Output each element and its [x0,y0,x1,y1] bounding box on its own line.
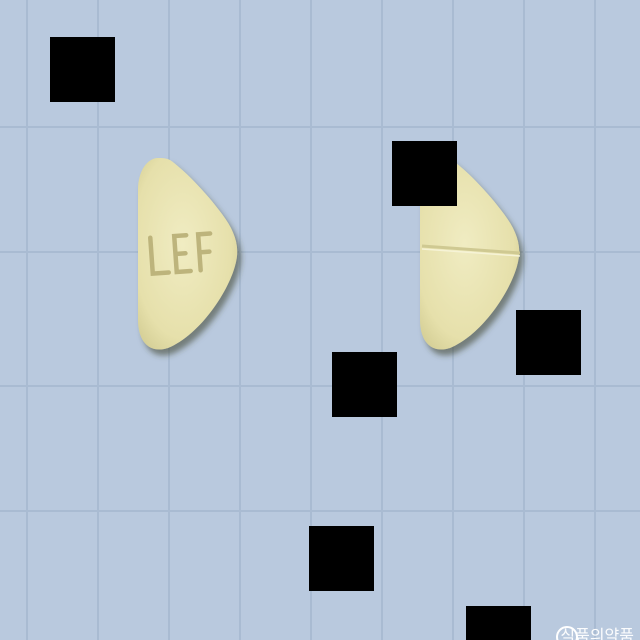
redaction-block [309,526,374,591]
grid-line [310,0,312,640]
redaction-block [332,352,397,417]
grid-line [239,0,241,640]
grid-line [0,126,640,128]
redaction-block [50,37,115,102]
grid-line [0,510,640,512]
redaction-block [392,141,457,206]
grid-line [26,0,28,640]
watermark-text: 식품의약품 [560,626,634,640]
grid-line [381,0,383,640]
redaction-block [516,310,581,375]
pill-front [138,158,238,350]
grid-line [594,0,596,640]
grid-line [0,385,640,387]
pill-imprint [148,231,213,277]
grid-line [0,251,640,253]
pill-score-line [421,244,521,255]
redaction-block [466,606,531,640]
grid-line [97,0,99,640]
watermark-logo-icon [556,626,578,640]
